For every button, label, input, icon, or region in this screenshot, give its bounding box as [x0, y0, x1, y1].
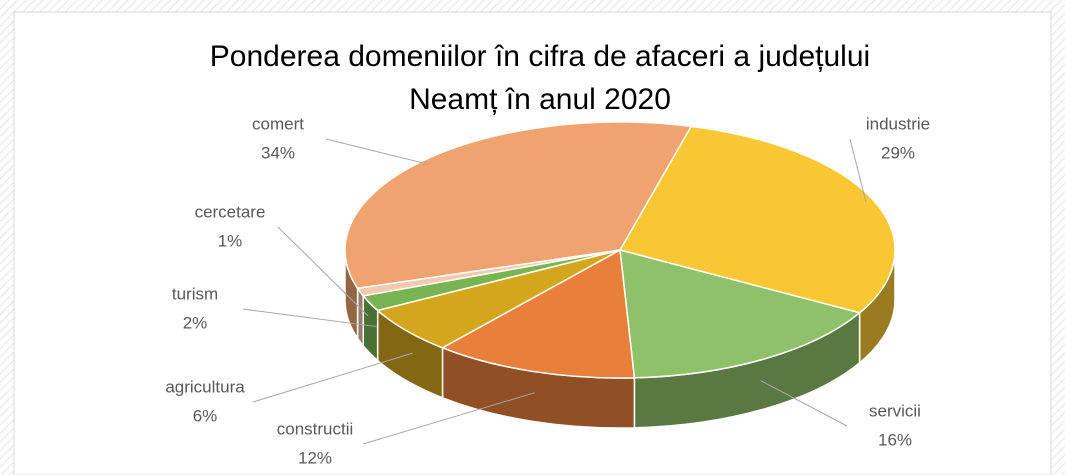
leader-line	[252, 352, 413, 403]
chart-subtitle: Neamț în anul 2020	[409, 83, 671, 116]
data-label-value: 1%	[218, 231, 243, 250]
data-label-name: constructii	[277, 419, 354, 438]
data-label-name: comert	[252, 114, 304, 133]
slice	[344, 121, 693, 290]
slice-side	[356, 285, 365, 348]
data-label-value: 2%	[183, 313, 208, 332]
data-label-name: industrie	[866, 114, 930, 133]
leader-line	[362, 392, 536, 445]
leader-line	[325, 138, 428, 165]
leader-line	[242, 308, 378, 328]
data-label-value: 29%	[881, 143, 915, 162]
chart-title: Ponderea domeniilor în cifra de afaceri …	[210, 40, 870, 73]
data-label-value: 12%	[298, 448, 332, 467]
data-label-value: 34%	[261, 143, 295, 162]
leader-line	[760, 380, 848, 427]
data-label-name: turism	[172, 284, 218, 303]
data-label-value: 16%	[878, 430, 912, 449]
leader-line	[277, 226, 369, 317]
data-label-name: agricultura	[165, 377, 245, 396]
slice	[440, 248, 636, 379]
data-label-name: servicii	[869, 401, 921, 420]
slice	[619, 248, 862, 379]
leader-line	[849, 138, 867, 203]
data-label-value: 6%	[193, 406, 218, 425]
data-label-name: cercetare	[195, 202, 266, 221]
slice	[618, 125, 896, 314]
